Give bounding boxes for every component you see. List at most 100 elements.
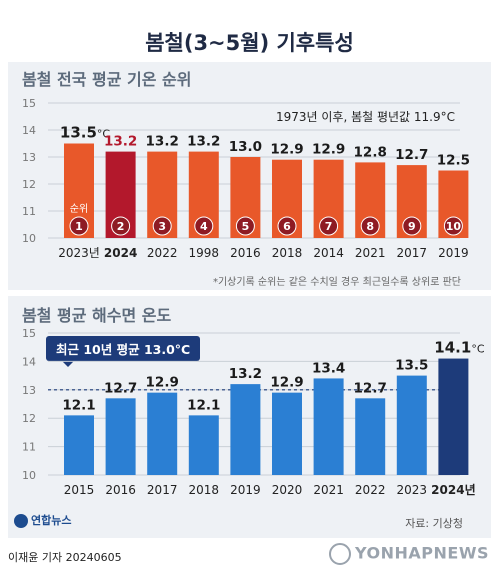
- y-tick-label: 13: [22, 151, 36, 164]
- value-label: 12.9: [312, 142, 345, 158]
- category-label: 2022: [355, 483, 386, 497]
- rank-circle: [235, 216, 255, 236]
- value-label: 12.7: [104, 380, 137, 396]
- y-tick-label: 12: [22, 178, 36, 191]
- rank-number: 3: [158, 220, 166, 233]
- value-label: 12.7: [395, 147, 428, 163]
- category-label: 1998: [189, 246, 220, 260]
- y-tick-label: 14: [22, 355, 36, 368]
- yonhap-logo: 연합뉴스: [14, 512, 71, 528]
- category-label: 2014: [313, 246, 344, 260]
- rank-circle: [194, 216, 214, 236]
- y-tick-label: 15: [22, 327, 36, 340]
- value-label: 12.9: [270, 375, 303, 391]
- category-label: 2018: [189, 483, 220, 497]
- logo-icon: [14, 514, 28, 528]
- rank-circle: [443, 216, 463, 236]
- category-label: 2015: [64, 483, 95, 497]
- rank-circle: [111, 216, 131, 236]
- category-label: 2016: [230, 246, 261, 260]
- page-title: 봄철(3~5월) 기후특성: [145, 31, 354, 55]
- value-label: 12.1: [187, 397, 220, 413]
- bar: [230, 384, 261, 475]
- rank-number: 6: [283, 220, 291, 233]
- bar: [272, 392, 302, 475]
- rank-circle: [152, 216, 172, 236]
- category-label: 2022: [147, 246, 178, 260]
- chart2-title: 봄철 평균 해수면 온도: [22, 306, 172, 325]
- value-label: 12.9: [270, 142, 303, 158]
- value-label: 13.5°C: [60, 124, 111, 142]
- y-tick-label: 12: [22, 412, 36, 425]
- y-tick-label: 10: [22, 469, 36, 482]
- rank-label: 순위: [70, 202, 88, 215]
- y-tick-label: 11: [22, 441, 36, 454]
- value-label: 12.7: [354, 380, 387, 396]
- category-label: 2017: [397, 246, 428, 260]
- rank-number: 2: [117, 220, 125, 233]
- rank-circle: [360, 216, 380, 236]
- value-label: 13.0: [229, 139, 262, 155]
- category-label: 2024: [104, 246, 137, 260]
- value-label: 12.5: [437, 153, 470, 169]
- category-label: 2017: [147, 483, 178, 497]
- category-label: 2018: [272, 246, 303, 260]
- y-tick-label: 14: [22, 124, 36, 137]
- average-label: 최근 10년 평균 13.0°C: [46, 336, 201, 367]
- rank-circle: [402, 216, 422, 236]
- category-label: 2020: [272, 483, 303, 497]
- chart1-subtitle: 1973년 이후, 봄철 평년값 11.9°C: [275, 110, 455, 124]
- bar: [313, 378, 344, 475]
- y-tick-label: 15: [22, 97, 36, 110]
- chart1-title: 봄철 전국 평균 기온 순위: [22, 70, 192, 89]
- value-label: 12.1: [62, 397, 95, 413]
- value-label: 13.2: [104, 134, 137, 150]
- bar: [188, 415, 219, 475]
- value-label: 13.5: [395, 358, 428, 374]
- y-tick-label: 10: [22, 232, 36, 245]
- value-label: 13.2: [187, 134, 220, 150]
- category-label: 2023: [397, 483, 428, 497]
- source-note: 자료: 기상청: [405, 517, 463, 530]
- watermark-icon: [329, 543, 351, 565]
- y-tick-label: 11: [22, 205, 36, 218]
- rank-circle: [319, 216, 339, 236]
- value-label: 13.4: [312, 360, 345, 376]
- rank-number: 7: [325, 220, 333, 233]
- rank-circle: [69, 216, 89, 236]
- y-tick-label: 13: [22, 384, 36, 397]
- category-label: 2024년: [431, 483, 475, 497]
- byline: 이재윤 기자 20240605: [8, 551, 122, 564]
- rank-number: 5: [242, 220, 250, 233]
- watermark-text: YONHAPNEWS: [355, 543, 489, 563]
- value-label: 14.1°C: [434, 339, 485, 357]
- bar: [105, 398, 136, 475]
- category-label: 2021: [355, 246, 386, 260]
- category-label: 2019: [230, 483, 261, 497]
- value-label: 13.2: [146, 134, 179, 150]
- rank-number: 4: [200, 220, 208, 233]
- rank-number: 1: [75, 220, 83, 233]
- chart1-footnote: *기상기록 순위는 같은 수치일 경우 최근일수록 상위로 판단: [212, 277, 461, 288]
- rank-circle: [277, 216, 297, 236]
- value-label: 13.2: [229, 366, 262, 382]
- bar: [355, 398, 386, 475]
- logo-text: 연합뉴스: [31, 514, 72, 527]
- category-label: 2016: [105, 483, 136, 497]
- rank-number: 8: [366, 220, 374, 233]
- unit-label: °C: [471, 343, 485, 356]
- unit-label: °C: [97, 128, 111, 141]
- bar: [147, 392, 178, 475]
- rank-number: 9: [408, 220, 416, 233]
- category-label: 2023년: [58, 246, 100, 260]
- value-label: 12.9: [146, 375, 179, 391]
- bar: [438, 358, 469, 475]
- rank-number: 10: [446, 220, 462, 233]
- value-label: 12.8: [354, 144, 387, 160]
- yonhap-watermark: YONHAPNEWS: [329, 543, 489, 565]
- bar: [396, 375, 427, 475]
- bar: [64, 415, 94, 475]
- category-label: 2019: [438, 246, 469, 260]
